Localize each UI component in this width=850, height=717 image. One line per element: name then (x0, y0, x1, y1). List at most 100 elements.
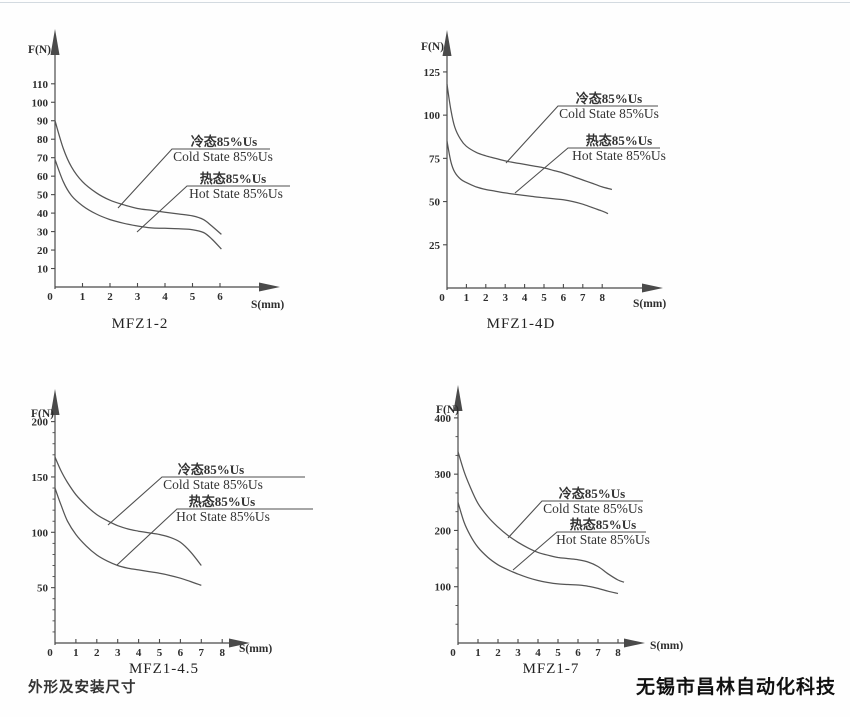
svg-text:400: 400 (435, 413, 452, 425)
svg-text:0: 0 (450, 647, 456, 659)
svg-text:6: 6 (561, 292, 567, 304)
svg-text:50: 50 (37, 583, 49, 595)
chart-title: MFZ1-2 (111, 316, 169, 332)
x-axis-label: S(mm) (633, 298, 666, 310)
svg-text:4: 4 (535, 647, 541, 659)
x-ticks: 0 1 2 3 4 5 6 7 8 (450, 639, 621, 659)
svg-text:10: 10 (37, 264, 49, 276)
chart-canvas: 100 200 300 400 0 1 2 3 4 5 6 7 8 F(N) S(mm) 冷态85%UsCol… (435, 385, 683, 659)
chart-mfz1-7: 100 200 300 400 0 1 2 3 4 5 6 7 8 F(N) S(mm) 冷态85%Us Col… (420, 383, 850, 685)
svg-text:75: 75 (429, 153, 441, 165)
y-axis (50, 389, 60, 645)
svg-text:1: 1 (73, 647, 79, 659)
chart-mfz1-4.5: 50 100 150 200 0 1 2 3 4 5 6 7 8 F(N) S(mm) 冷态85%Us Cold… (15, 385, 435, 685)
x-axis (447, 283, 663, 293)
chart-title: MFZ1-4.5 (128, 661, 200, 677)
svg-text:0: 0 (47, 647, 53, 659)
chart-canvas: 25 50 75 100 125 0 1 2 3 4 5 6 7 8 F(N) S(mm) 冷态85%UsCol… (421, 30, 666, 310)
svg-text:2: 2 (483, 292, 489, 304)
y-ticks: 10 20 30 40 50 60 70 80 90 100 110 (32, 79, 55, 276)
page-top-border (0, 2, 850, 3)
x-axis-label: S(mm) (239, 643, 272, 655)
y-ticks: 50 100 150 200 (32, 417, 55, 633)
x-axis-label: S(mm) (650, 640, 683, 652)
svg-text:0: 0 (47, 291, 53, 303)
svg-text:6: 6 (178, 647, 184, 659)
callout-label-cn: 冷态85%Us (576, 91, 642, 106)
x-ticks: 0 1 2 3 4 5 6 7 8 (47, 639, 225, 659)
svg-text:3: 3 (135, 291, 141, 303)
svg-text:60: 60 (37, 171, 49, 183)
svg-text:100: 100 (32, 527, 49, 539)
svg-text:5: 5 (190, 291, 196, 303)
y-axis-label: F(N) (421, 41, 444, 53)
svg-text:0: 0 (439, 292, 445, 304)
svg-text:200: 200 (32, 417, 49, 429)
chart-mfz1-4d: 25 50 75 100 125 0 1 2 3 4 5 6 7 8 F(N) S(mm) 冷态85%Us Col… (405, 20, 850, 332)
svg-text:7: 7 (580, 292, 586, 304)
svg-text:8: 8 (219, 647, 225, 659)
svg-text:6: 6 (217, 291, 223, 303)
y-ticks: 25 50 75 100 125 (424, 67, 447, 252)
svg-text:80: 80 (37, 134, 49, 146)
callout-label-en: Hot State 85%Us (189, 186, 283, 201)
svg-text:25: 25 (429, 240, 441, 252)
y-axis-label: F(N) (31, 408, 54, 420)
callout-label-cn: 冷态85%Us (559, 486, 625, 501)
hot-state-curve (457, 502, 619, 595)
svg-text:110: 110 (32, 79, 48, 91)
svg-text:30: 30 (37, 227, 49, 239)
svg-text:5: 5 (541, 292, 547, 304)
callout-label-en: Hot State 85%Us (176, 509, 270, 524)
y-axis (453, 385, 463, 645)
svg-text:150: 150 (32, 472, 49, 484)
chart-canvas: 50 100 150 200 0 1 2 3 4 5 6 7 8 F(N) S(mm) 冷态85%UsCold… (31, 389, 313, 659)
x-axis (458, 638, 645, 648)
hot-state-curve (54, 487, 202, 586)
callout-label-en: Cold State 85%Us (173, 149, 273, 164)
callout-label-en: Hot State 85%Us (572, 148, 666, 163)
hot-state-curve (54, 159, 222, 250)
chart-canvas: 10 20 30 40 50 60 70 80 90 100 110 0 1 2 3 4 5 6 F(N) S(mm)… (28, 29, 290, 311)
company-watermark: 无锡市昌林自动化科技 (635, 677, 836, 698)
callout-label-cn: 热态85%Us (570, 517, 636, 532)
svg-text:100: 100 (424, 110, 441, 122)
svg-text:3: 3 (502, 292, 508, 304)
cold-state-curve (54, 120, 222, 235)
chart-title: MFZ1-4D (486, 316, 556, 332)
svg-text:3: 3 (515, 647, 521, 659)
svg-text:2: 2 (107, 291, 113, 303)
svg-text:40: 40 (37, 208, 49, 220)
callout-label-cn: 热态85%Us (586, 133, 652, 148)
callout-label-cn: 热态85%Us (200, 171, 266, 186)
svg-text:1: 1 (80, 291, 86, 303)
svg-text:90: 90 (37, 116, 49, 128)
svg-text:3: 3 (115, 647, 121, 659)
callout-label-en: Hot State 85%Us (556, 532, 650, 547)
chart-title: MFZ1-7 (522, 661, 580, 677)
svg-text:70: 70 (37, 153, 49, 165)
svg-text:5: 5 (555, 647, 561, 659)
callout-label-cn: 冷态85%Us (178, 462, 244, 477)
svg-text:200: 200 (435, 525, 452, 537)
chart-mfz1-2: 10 20 30 40 50 60 70 80 90 100 110 0 1 2 3 4 5 6 F(N) S(mm)… (15, 20, 440, 332)
callout-label-en: Cold State 85%Us (163, 477, 263, 492)
svg-text:7: 7 (199, 647, 205, 659)
cutoff-text-fragment (432, 709, 488, 716)
x-axis (55, 638, 250, 648)
svg-text:1: 1 (475, 647, 481, 659)
svg-text:100: 100 (435, 582, 452, 594)
x-ticks: 0 1 2 3 4 5 6 (47, 283, 223, 303)
cold-state-curve (54, 456, 202, 566)
hot-state-curve (446, 140, 609, 215)
svg-text:50: 50 (429, 197, 441, 209)
svg-text:2: 2 (94, 647, 100, 659)
y-axis-label: F(N) (28, 44, 51, 56)
